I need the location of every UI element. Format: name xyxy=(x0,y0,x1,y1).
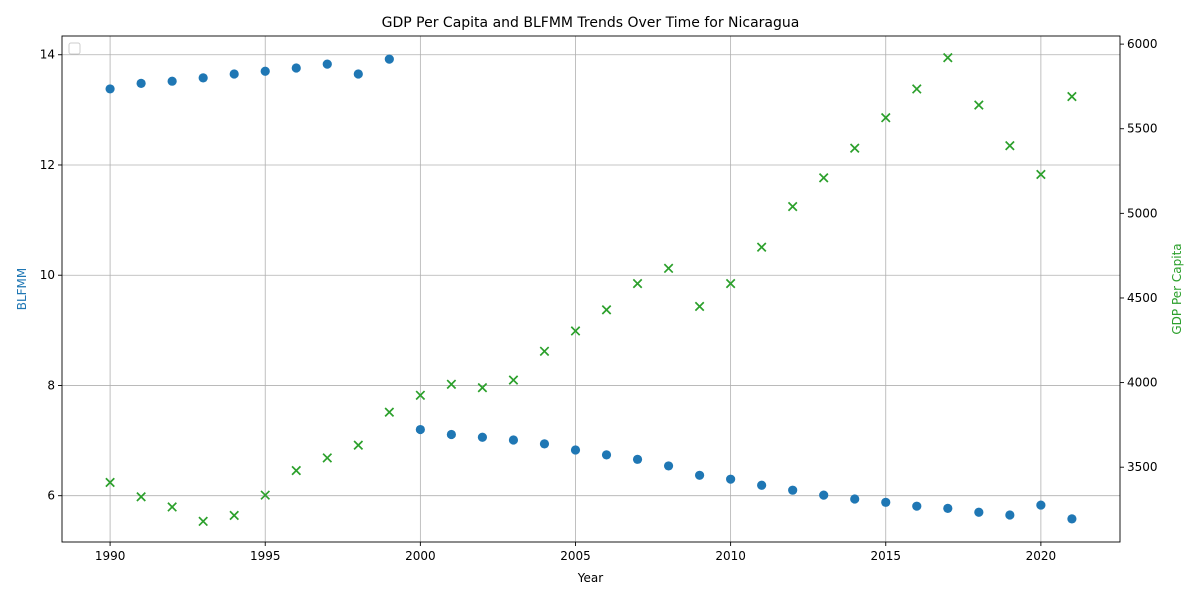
data-point-blfmm xyxy=(570,445,581,455)
data-point-gdp xyxy=(601,305,612,315)
data-point-blfmm xyxy=(943,503,953,513)
data-point-blfmm xyxy=(757,480,767,490)
left-y-tick-label: 14 xyxy=(40,48,55,62)
grid xyxy=(62,36,1120,542)
data-point-gdp xyxy=(1067,91,1077,102)
data-point-gdp xyxy=(818,173,829,183)
data-point-gdp xyxy=(260,490,271,500)
data-point-gdp xyxy=(198,516,208,527)
x-tick-label: 1990 xyxy=(95,549,126,563)
data-point-blfmm xyxy=(726,474,736,484)
left-y-axis-title: BLFMM xyxy=(15,268,29,311)
data-point-gdp xyxy=(508,375,519,385)
data-point-gdp xyxy=(756,242,767,253)
data-point-blfmm xyxy=(105,84,115,94)
x-axis-title: Year xyxy=(577,571,603,585)
data-point-gdp xyxy=(477,382,488,393)
data-point-blfmm xyxy=(850,494,860,504)
data-point-gdp xyxy=(539,346,550,357)
data-point-blfmm xyxy=(663,461,674,471)
legend-box xyxy=(68,42,81,55)
data-point-blfmm xyxy=(974,507,984,517)
right-y-tick-label: 4500 xyxy=(1127,291,1158,305)
data-point-blfmm xyxy=(353,69,363,79)
data-point-blfmm xyxy=(539,439,550,449)
data-point-gdp xyxy=(1005,140,1015,151)
data-point-blfmm xyxy=(446,429,456,440)
data-point-gdp xyxy=(849,143,860,154)
right-y-tick-label: 5000 xyxy=(1127,206,1158,220)
data-point-blfmm xyxy=(819,490,829,500)
axes: 1990 1995 2000 2005 2010 2015 2020 6 8 10 12 14 3500… xyxy=(40,35,1158,563)
left-y-tick-label: 8 xyxy=(47,378,55,392)
right-y-tick-label: 5500 xyxy=(1127,122,1158,136)
data-point-blfmm xyxy=(322,59,332,69)
data-point-gdp xyxy=(725,278,736,289)
legend xyxy=(68,42,81,55)
data-point-blfmm xyxy=(260,66,270,76)
data-point-gdp xyxy=(570,326,581,336)
left-y-tick-label: 6 xyxy=(47,489,55,503)
data-point-gdp xyxy=(229,510,239,521)
data-point-gdp xyxy=(415,390,426,401)
data-point-blfmm xyxy=(632,454,643,464)
data-point-gdp xyxy=(632,278,643,289)
plot-frame xyxy=(61,35,1121,543)
data-point-gdp xyxy=(974,100,984,110)
chart-title: GDP Per Capita and BLFMM Trends Over Tim… xyxy=(382,15,800,31)
data-point-blfmm xyxy=(508,435,519,445)
data-point-gdp xyxy=(911,84,922,94)
data-point-blfmm xyxy=(291,63,301,73)
data-point-blfmm xyxy=(477,432,488,442)
x-tick-label: 2005 xyxy=(560,549,591,563)
data-point-gdp xyxy=(787,201,798,212)
data-point-gdp xyxy=(694,301,705,312)
data-point-blfmm xyxy=(788,485,798,495)
data-point-blfmm xyxy=(167,76,177,86)
x-tick-label: 2010 xyxy=(715,549,746,563)
data-point-gdp xyxy=(384,407,395,418)
data-point-blfmm xyxy=(912,501,922,511)
data-point-gdp xyxy=(136,492,146,502)
data-point-gdp xyxy=(105,477,115,488)
data-point-gdp xyxy=(880,112,891,123)
x-tick-label: 2000 xyxy=(405,549,436,563)
right-y-axis-title: GDP Per Capita xyxy=(1170,243,1184,334)
data-point-blfmm xyxy=(229,69,239,79)
data-point-blfmm xyxy=(415,424,425,435)
data-point-gdp xyxy=(353,440,364,451)
plot-markers xyxy=(105,52,1077,527)
data-point-gdp xyxy=(291,465,302,476)
left-y-tick-label: 12 xyxy=(40,158,55,172)
data-point-gdp xyxy=(663,263,674,274)
data-point-gdp xyxy=(1036,169,1046,180)
data-point-blfmm xyxy=(601,450,612,460)
data-point-blfmm xyxy=(384,54,394,64)
data-point-blfmm xyxy=(881,497,891,507)
data-point-gdp xyxy=(167,502,177,512)
left-y-tick-label: 10 xyxy=(40,268,55,282)
data-point-gdp xyxy=(446,379,457,390)
right-y-tick-label: 3500 xyxy=(1127,460,1158,474)
data-point-blfmm xyxy=(694,470,705,480)
x-tick-label: 1995 xyxy=(250,549,281,563)
data-point-gdp xyxy=(943,52,953,63)
right-y-tick-label: 6000 xyxy=(1127,37,1158,51)
data-point-gdp xyxy=(322,453,333,463)
data-point-blfmm xyxy=(1036,500,1046,510)
data-point-blfmm xyxy=(1067,514,1077,524)
right-y-tick-label: 4000 xyxy=(1127,376,1158,390)
x-tick-label: 2015 xyxy=(870,549,901,563)
x-tick-label: 2020 xyxy=(1026,549,1057,563)
data-point-blfmm xyxy=(198,73,208,83)
data-point-blfmm xyxy=(136,78,146,89)
data-point-blfmm xyxy=(1005,510,1015,520)
